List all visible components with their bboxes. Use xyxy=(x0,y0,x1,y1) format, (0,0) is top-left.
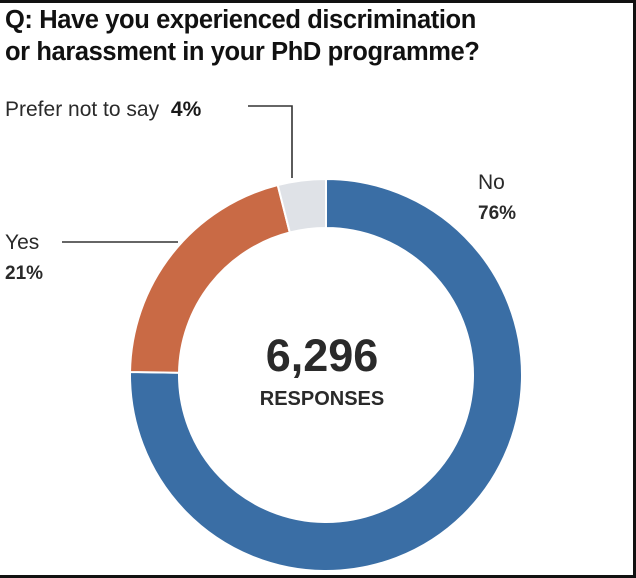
donut-slice-prefer-not-to-say xyxy=(276,177,327,234)
slice-label-prefer-not-group: Prefer not to say 4% xyxy=(5,98,202,121)
chart-title-line-2: or harassment in your PhD programme? xyxy=(5,38,480,66)
leader-line-prefer-not xyxy=(248,105,293,178)
slice-label-prefer-not: Prefer not to say xyxy=(5,98,160,121)
slice-value-no: 76% xyxy=(478,203,516,224)
donut-slice-no xyxy=(129,177,523,572)
center-total-value: 6,296 xyxy=(266,330,379,381)
slice-value-yes: 21% xyxy=(5,263,43,284)
donut-slices xyxy=(129,177,523,572)
chart-title: Q: Have you experienced discrimination o… xyxy=(5,4,615,68)
top-border xyxy=(0,0,636,3)
slice-label-yes: Yes xyxy=(5,231,39,254)
center-total-label: RESPONSES xyxy=(260,388,384,410)
slice-value-prefer-not: 4% xyxy=(171,98,202,121)
chart-title-line-1: Q: Have you experienced discrimination xyxy=(5,6,476,34)
leader-lines xyxy=(62,105,293,243)
bottom-border xyxy=(0,575,636,578)
right-border xyxy=(633,0,636,578)
slice-label-no: No xyxy=(478,171,505,194)
